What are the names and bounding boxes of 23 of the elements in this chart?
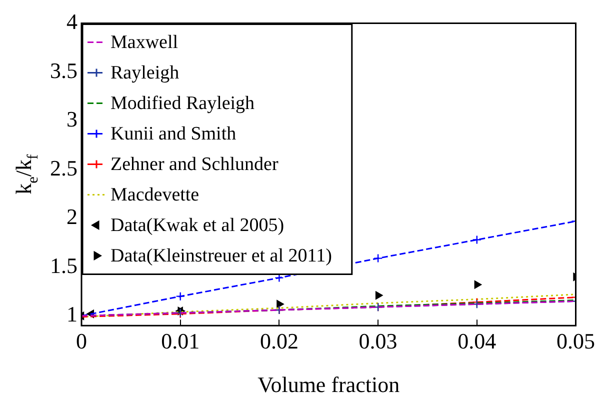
x-tick-label: 0.03 (358, 328, 398, 354)
x-tick-label: 0.01 (161, 328, 200, 354)
x-tick-label: 0.05 (556, 328, 595, 354)
y-tick-label: 1 (66, 302, 78, 327)
legend-label: Maxwell (110, 32, 178, 54)
x-tick-label: 0.04 (458, 328, 496, 354)
y-tick-label: 2 (66, 204, 78, 230)
legend-label: Data(Kwak et al 2005) (110, 215, 284, 236)
legend-label: Rayleigh (110, 62, 180, 84)
y-tick-label: 3 (66, 106, 78, 132)
legend-label: Kunii and Smith (110, 124, 237, 145)
legend-label: Zehner and Schlunder (110, 154, 279, 176)
legend-label: Macdevette (110, 184, 200, 206)
y-tick-label: 1.5 (50, 252, 78, 278)
y-tick-label: 3.5 (50, 58, 78, 83)
y-tick-label: 2.5 (50, 155, 78, 180)
legend-label: Data(Kleinstreuer et al 2011) (110, 246, 332, 267)
x-axis-title: Volume fraction (258, 372, 400, 397)
legend-label: Modified Rayleigh (110, 93, 256, 114)
x-tick-label: 0.02 (260, 328, 298, 354)
x-tick-label: 0 (76, 328, 87, 354)
y-tick-label: 4 (66, 8, 78, 34)
y-axis-title: ke/kf (11, 153, 42, 194)
